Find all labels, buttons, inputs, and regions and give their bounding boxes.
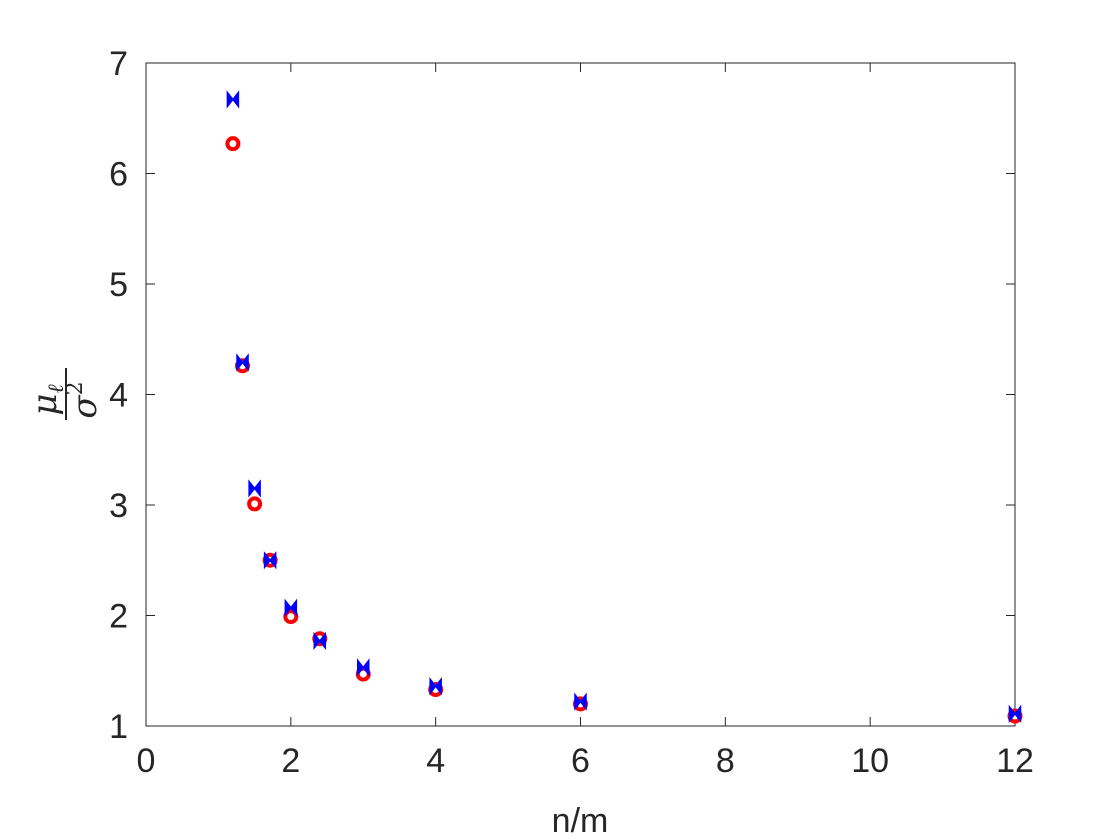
y-label-mu: μ xyxy=(25,394,65,416)
svg-text:σ2: σ2 xyxy=(63,381,105,418)
x-axis-label: n/m xyxy=(552,802,609,840)
y-tick-label: 5 xyxy=(109,266,128,304)
data-point-circle xyxy=(225,136,241,152)
x-tick-label: 0 xyxy=(137,742,156,780)
x-tick-label: 12 xyxy=(996,742,1034,780)
y-label-subscript: ℓ xyxy=(44,384,69,394)
data-point-bowtie xyxy=(1008,704,1022,724)
y-tick-label: 1 xyxy=(109,708,128,746)
data-point-bowtie xyxy=(248,479,261,498)
data-point-bowtie xyxy=(574,692,587,711)
x-axis: 0 2 4 6 8 10 12 xyxy=(137,63,1034,780)
data-point-bowtie xyxy=(284,598,298,617)
data-point-bowtie xyxy=(236,353,249,372)
x-tick-label: 2 xyxy=(281,742,300,780)
series-bowtie xyxy=(226,90,1022,724)
y-label-superscript: 2 xyxy=(63,381,88,395)
y-tick-label: 7 xyxy=(109,45,128,83)
plot-area-frame xyxy=(145,62,1016,727)
data-point-bowtie xyxy=(263,551,277,570)
y-tick-label: 4 xyxy=(109,377,128,415)
y-tick-label: 2 xyxy=(109,598,128,636)
data-series xyxy=(225,90,1023,724)
data-point-bowtie xyxy=(357,658,370,677)
x-tick-label: 8 xyxy=(716,742,735,780)
y-label-sigma: σ xyxy=(65,395,105,419)
data-point-circle xyxy=(283,609,299,625)
y-tick-label: 6 xyxy=(109,156,128,194)
y-axis-label: μℓ σ2 xyxy=(25,368,105,420)
y-tick-label: 3 xyxy=(109,487,128,525)
data-point-bowtie xyxy=(313,631,327,651)
svg-text:μℓ: μℓ xyxy=(25,384,69,416)
data-point-bowtie xyxy=(429,677,442,696)
data-point-circle xyxy=(247,496,263,512)
data-point-bowtie xyxy=(226,90,240,109)
x-tick-label: 10 xyxy=(851,742,889,780)
x-tick-label: 4 xyxy=(426,742,445,780)
x-tick-label: 6 xyxy=(571,742,590,780)
y-axis: 1 2 3 4 5 6 7 xyxy=(109,45,1015,746)
